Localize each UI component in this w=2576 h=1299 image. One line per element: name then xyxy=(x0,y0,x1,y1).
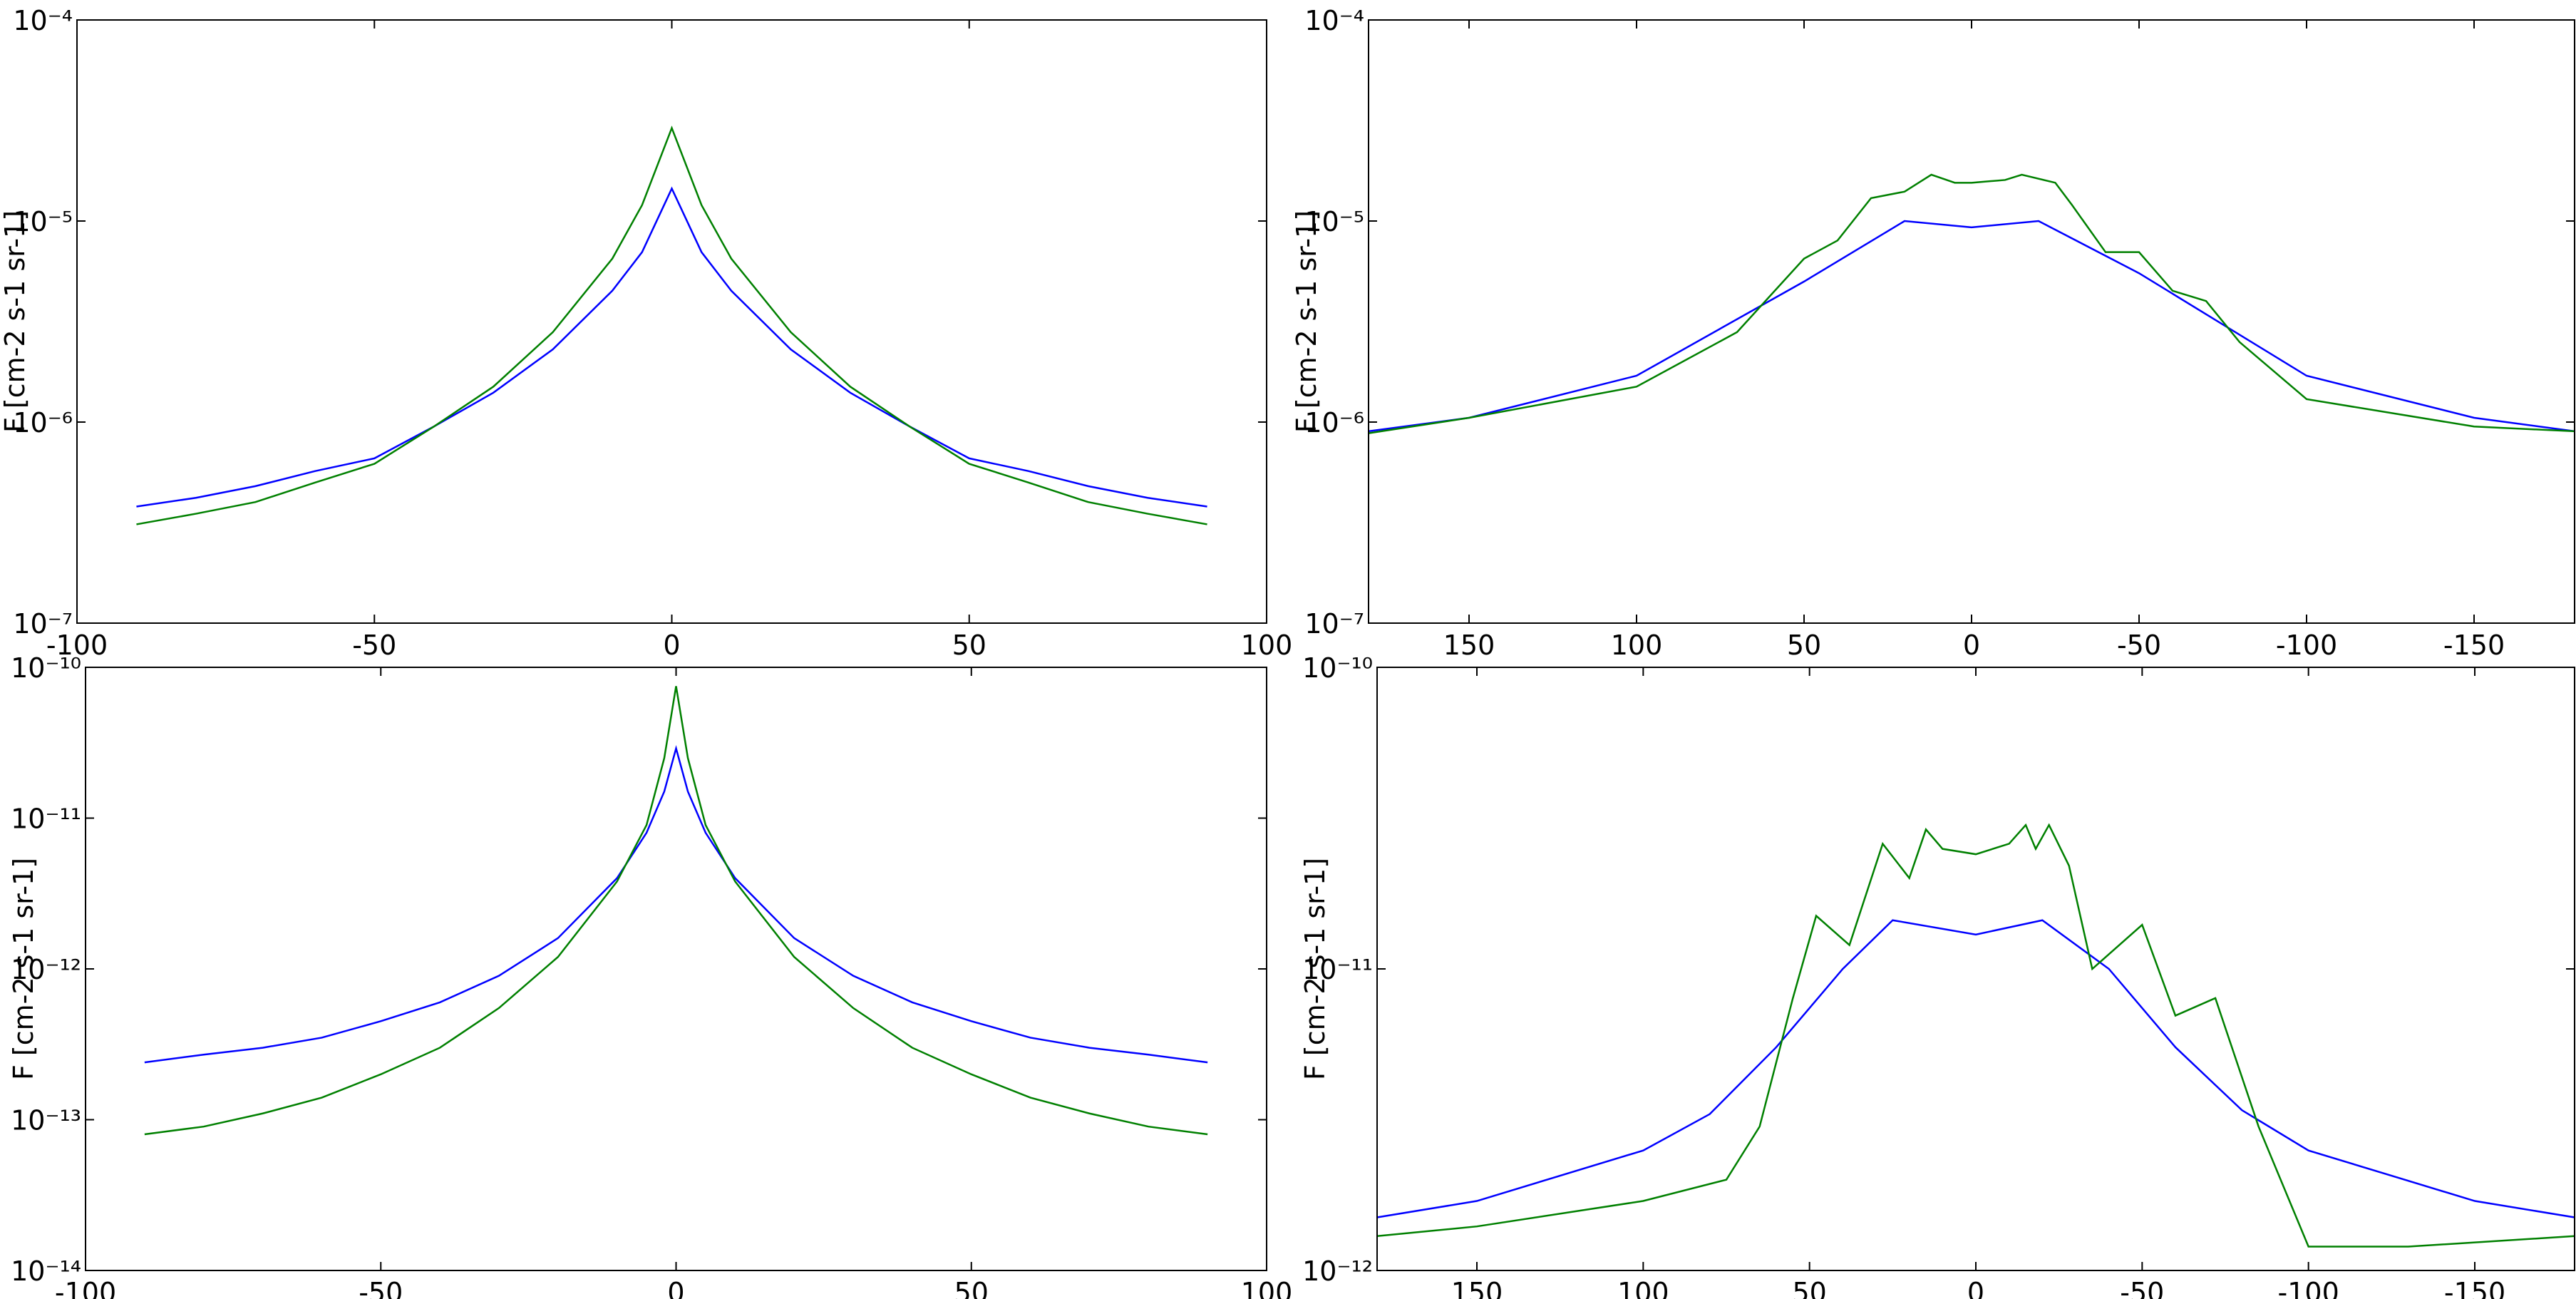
data-line xyxy=(144,744,1208,1064)
x-tick-label: 50 xyxy=(954,1277,989,1299)
plot-frame xyxy=(85,667,1267,1271)
y-tick-label: 10⁻⁶ xyxy=(13,407,73,438)
plot-frame xyxy=(1368,19,2575,624)
y-tick-label: 10⁻⁷ xyxy=(13,608,73,640)
x-tick-label: -100 xyxy=(2276,630,2337,661)
plot-frame xyxy=(76,19,1267,624)
y-tick-label: 10⁻⁴ xyxy=(13,5,73,36)
x-tick-label: 100 xyxy=(1611,630,1663,661)
x-tick-label: 100 xyxy=(1241,1277,1293,1299)
data-line xyxy=(136,125,1207,525)
x-tick-label: 100 xyxy=(1241,630,1293,661)
data-line xyxy=(144,686,1208,1136)
y-tick-label: 10⁻¹⁰ xyxy=(11,652,81,684)
x-tick-label: -150 xyxy=(2443,630,2505,661)
x-tick-label: -100 xyxy=(2278,1277,2339,1299)
data-line xyxy=(1376,919,2575,1218)
y-axis-label: F [cm-2 s-1 sr-1] xyxy=(1299,858,1331,1080)
y-tick-label: 10⁻⁶ xyxy=(1304,407,1364,438)
y-tick-label: 10⁻¹¹ xyxy=(1302,954,1373,985)
data-line xyxy=(1376,823,2575,1248)
y-tick-label: 10⁻¹¹ xyxy=(11,803,81,835)
x-tick-label: 100 xyxy=(1617,1277,1669,1299)
x-tick-label: -50 xyxy=(2120,1277,2164,1299)
y-tick-label: 10⁻¹⁴ xyxy=(11,1256,81,1287)
data-line xyxy=(1368,173,2575,434)
x-tick-label: 50 xyxy=(952,630,986,661)
x-tick-label: 150 xyxy=(1443,630,1495,661)
x-tick-label: 150 xyxy=(1451,1277,1503,1299)
y-tick-label: 10⁻¹² xyxy=(11,954,81,985)
y-tick-label: 10⁻⁵ xyxy=(1304,206,1364,237)
x-tick-label: -150 xyxy=(2444,1277,2505,1299)
x-tick-label: -50 xyxy=(352,630,396,661)
x-tick-label: 0 xyxy=(1963,630,1980,661)
x-tick-label: -100 xyxy=(55,1277,116,1299)
y-tick-label: 10⁻⁴ xyxy=(1304,5,1364,36)
y-tick-label: 10⁻¹² xyxy=(1302,1256,1373,1287)
y-tick-label: 10⁻⁷ xyxy=(1304,608,1364,640)
y-tick-label: 10⁻¹⁰ xyxy=(1302,652,1373,684)
x-tick-label: 50 xyxy=(1792,1277,1826,1299)
y-axis-label: F [cm-2 s-1 sr-1] xyxy=(1291,210,1322,433)
x-tick-label: 0 xyxy=(663,630,680,661)
y-tick-label: 10⁻⁵ xyxy=(13,206,73,237)
x-tick-label: -50 xyxy=(359,1277,403,1299)
x-tick-label: 0 xyxy=(667,1277,684,1299)
data-line xyxy=(136,186,1207,508)
x-tick-label: 0 xyxy=(1967,1277,1984,1299)
data-line xyxy=(1368,220,2575,433)
y-axis-label: F [cm-2 s-1 sr-1] xyxy=(0,210,31,433)
x-tick-label: -50 xyxy=(2117,630,2161,661)
y-tick-label: 10⁻¹³ xyxy=(11,1105,81,1136)
x-tick-label: -100 xyxy=(46,630,108,661)
y-axis-label: F [cm-2 s-1 sr-1] xyxy=(8,858,39,1080)
plot-frame xyxy=(1376,667,2575,1271)
x-tick-label: 50 xyxy=(1787,630,1821,661)
